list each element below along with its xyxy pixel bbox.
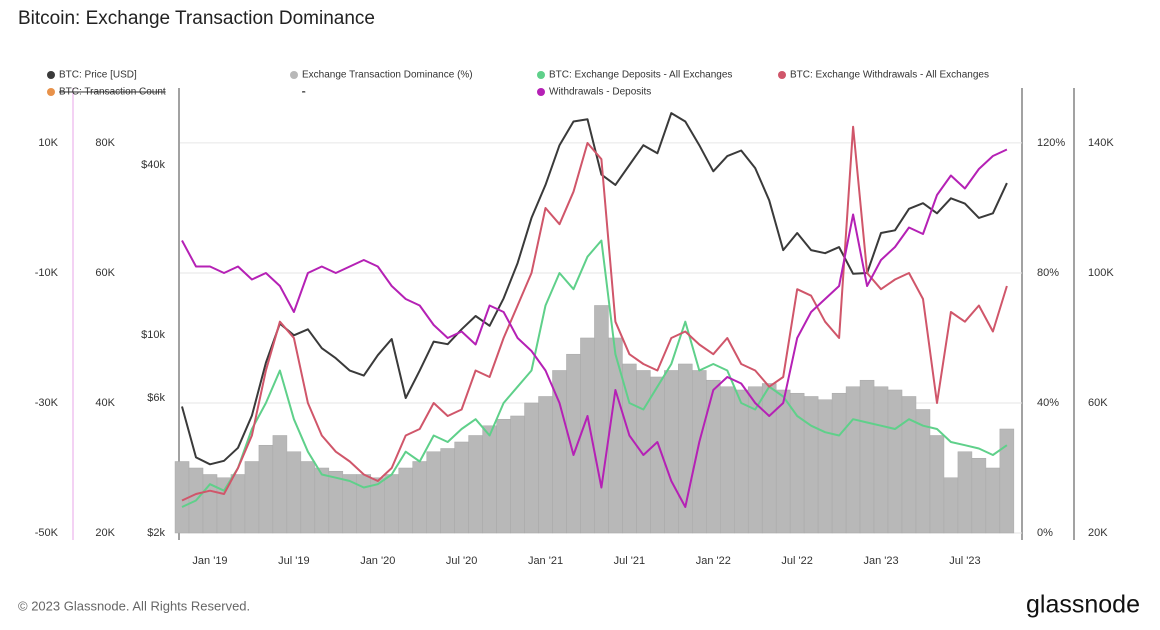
dominance-bar [356,474,372,534]
dominance-bar [482,425,497,534]
y-tick-label: $10k [141,329,165,341]
legend-marker [778,71,786,79]
dominance-bar [733,389,749,534]
dominance-bar [873,386,889,534]
dominance-bar [440,448,455,534]
dominance-bar [817,399,833,534]
dominance-bar [859,379,875,534]
dominance-bar [915,409,931,534]
y-tick-label: 60K [95,267,115,279]
dominance-bar [510,415,525,534]
dominance-bar [524,402,539,534]
dominance-bar [286,451,302,534]
x-tick-label: Jul '19 [278,555,309,567]
dominance-bar [887,389,903,534]
legend-label: Withdrawals - Deposits [549,87,651,98]
dominance-bar [580,337,595,534]
y-tick-label: 40K [95,397,115,409]
dominance-bar [412,461,427,534]
dominance-bar [314,467,330,534]
dominance-bar [384,474,399,534]
legend-label: BTC: Exchange Deposits - All Exchanges [549,70,732,81]
dominance-bar [664,370,679,534]
y-tick-label: -50K [35,527,59,539]
legend-marker [290,71,298,79]
dominance-bar [594,305,609,534]
dominance-bar [552,370,567,534]
legend-label: Exchange Transaction Dominance (%) [302,70,473,81]
dominance-bar [398,467,413,534]
legend-marker [47,88,55,96]
dominance-bar [999,428,1015,534]
dominance-bar [468,435,483,534]
series-line [181,125,1008,502]
legend-label: BTC: Exchange Withdrawals - All Exchange… [790,70,989,81]
dominance-bar [831,392,847,534]
y-tick-label: $40k [141,159,165,171]
x-tick-label: Jan '23 [863,555,898,567]
x-tick-label: Jan '21 [528,555,563,567]
dominance-bar [244,461,260,534]
legend-label: BTC: Price [USD] [59,70,137,81]
dominance-bar [971,457,987,534]
dominance-bar [845,386,861,534]
y-tick-label: 20K [1088,527,1108,539]
legend-marker [537,88,545,96]
dominance-bar [943,477,959,534]
dominance-bar [957,451,973,534]
y-tick-label: 40% [1037,397,1059,409]
dominance-bar [426,451,441,534]
dominance-bar [230,474,246,534]
dominance-bar [929,435,945,534]
dominance-bar [901,396,917,534]
series-line [181,112,1008,466]
brand-logo: glassnode [1026,591,1140,619]
series-line [181,239,1008,508]
x-tick-label: Jan '19 [192,555,227,567]
y-tick-label: 80K [95,137,115,149]
dominance-bar [300,461,316,534]
series-line [181,148,1008,508]
dominance-bar [985,467,1001,534]
dominance-bar [720,386,735,534]
y-tick-label: -10K [35,267,59,279]
dominance-bar [454,441,469,534]
y-tick-label: 0% [1037,527,1053,539]
x-tick-label: Jan '22 [696,555,731,567]
dominance-bar [538,396,553,534]
y-tick-label: 140K [1088,137,1114,149]
x-tick-label: Jul '20 [446,555,477,567]
y-tick-label: 120% [1037,137,1065,149]
dominance-bar [692,370,707,534]
footer: © 2023 Glassnode. All Rights Reserved. [18,598,250,613]
legend-label: BTC: Transaction Count [59,87,166,98]
dominance-bar [706,379,721,534]
dominance-bar [272,435,288,534]
y-tick-label: 20K [95,527,115,539]
legend-label: - [302,87,305,98]
dominance-bar [258,444,274,534]
dominance-bar [803,396,819,534]
y-tick-label: 100K [1088,267,1114,279]
x-tick-label: Jan '20 [360,555,395,567]
y-tick-label: 10K [38,137,58,149]
y-tick-label: -30K [35,397,59,409]
dominance-bar [761,383,777,534]
x-tick-label: Jul '22 [781,555,812,567]
dominance-bar [496,418,511,534]
y-tick-label: $6k [147,392,165,404]
dominance-bar [789,392,805,534]
y-tick-label: 80% [1037,267,1059,279]
y-tick-label: $2k [147,527,165,539]
legend-marker [537,71,545,79]
dominance-bar [328,470,344,534]
y-tick-label: 60K [1088,397,1108,409]
legend-marker [47,71,55,79]
dominance-bar [775,389,791,534]
chart-title: Bitcoin: Exchange Transaction Dominance [18,8,375,29]
x-tick-label: Jul '23 [949,555,980,567]
x-tick-label: Jul '21 [614,555,645,567]
dominance-bar [608,337,623,534]
